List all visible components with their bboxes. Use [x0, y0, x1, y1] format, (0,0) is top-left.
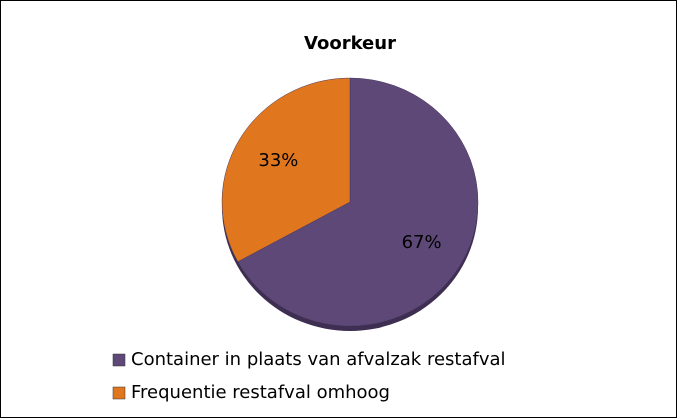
pie-slice: [221, 77, 351, 263]
legend-label: Frequentie restafval omhoog: [131, 382, 390, 403]
chart-title: Voorkeur: [304, 33, 396, 54]
legend-label: Container in plaats van afvalzak restafv…: [131, 349, 506, 370]
data-label: 33%: [258, 150, 298, 171]
legend-swatch: [112, 353, 126, 367]
data-label: 67%: [402, 232, 442, 253]
legend-swatch: [112, 386, 126, 400]
pie-slice: [237, 77, 479, 327]
